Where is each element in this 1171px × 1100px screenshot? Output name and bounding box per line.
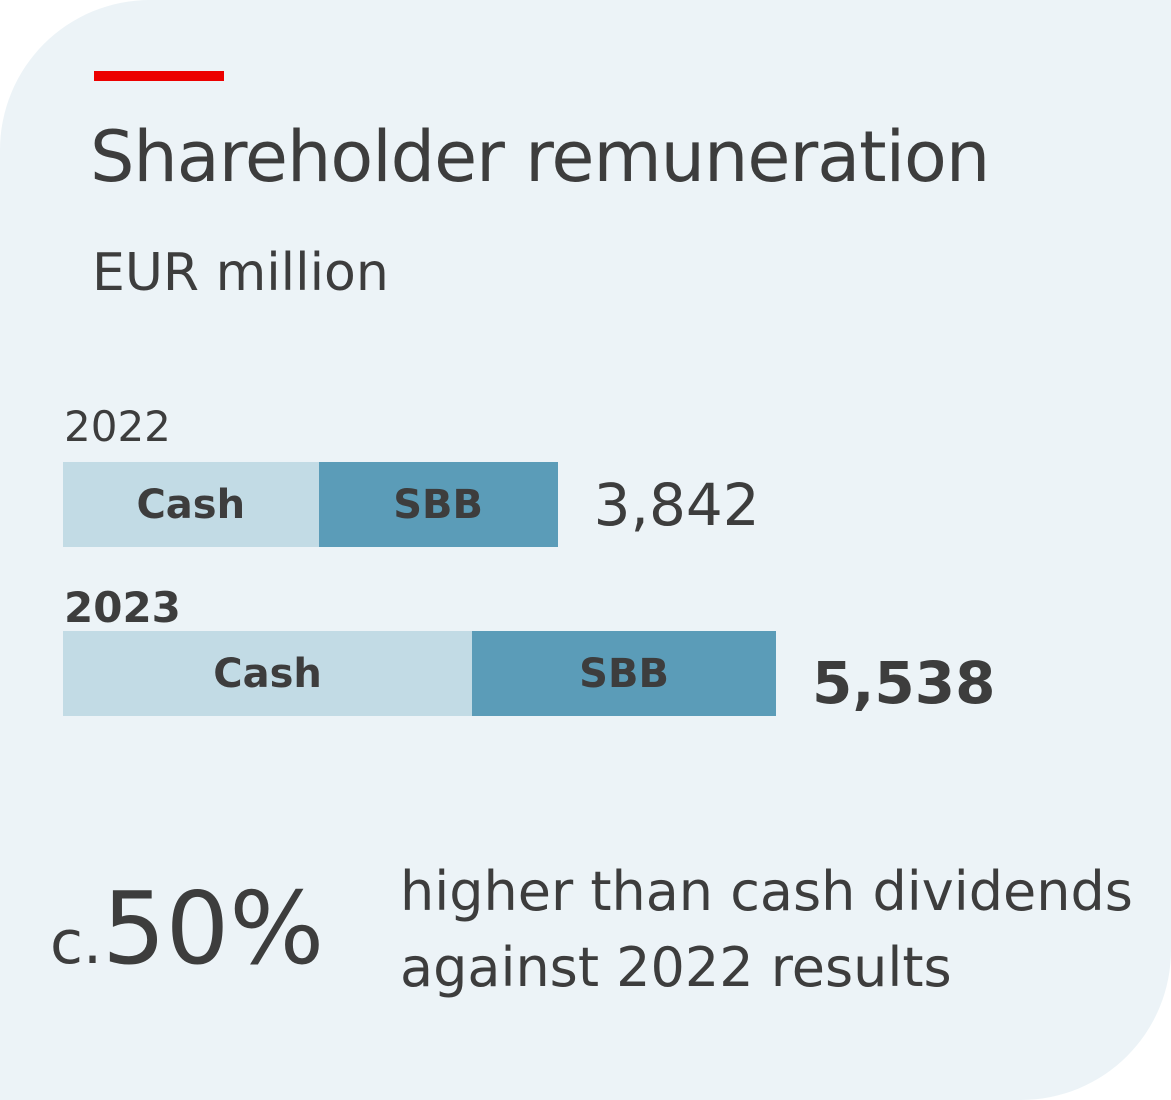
chart-title: Shareholder remuneration (90, 116, 990, 198)
kpi-highlight: c.50% (50, 870, 324, 987)
bar-2023: Cash SBB (63, 631, 776, 716)
kpi-description: higher than cash dividends against 2022 … (400, 854, 1133, 1006)
year-label-2023: 2023 (64, 583, 181, 632)
bar-2023-cash-segment: Cash (63, 631, 473, 716)
kpi-description-line-2: against 2022 results (400, 936, 952, 999)
bar-2022: Cash SBB (63, 462, 558, 547)
chart-unit-subtitle: EUR million (92, 243, 389, 303)
kpi-value: 50% (102, 870, 325, 987)
total-label-2022: 3,842 (593, 471, 760, 539)
red-accent-line (94, 71, 224, 81)
bar-2023-sbb-segment: SBB (472, 631, 776, 716)
bar-2022-cash-segment: Cash (63, 462, 319, 547)
total-label-2023: 5,538 (812, 649, 996, 717)
bar-2022-sbb-segment: SBB (318, 462, 558, 547)
kpi-description-line-1: higher than cash dividends (400, 860, 1133, 923)
kpi-prefix: c. (50, 908, 103, 978)
year-label-2022: 2022 (64, 402, 171, 451)
